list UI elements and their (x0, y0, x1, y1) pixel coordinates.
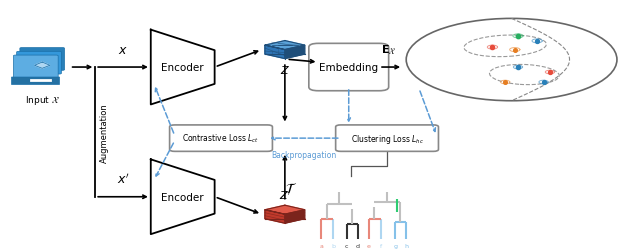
Polygon shape (151, 30, 214, 105)
Polygon shape (265, 46, 285, 59)
FancyBboxPatch shape (12, 78, 60, 85)
Text: Embedding: Embedding (319, 63, 378, 73)
Point (532, 40, 542, 44)
Polygon shape (265, 206, 305, 214)
Text: c: c (345, 243, 349, 248)
FancyBboxPatch shape (20, 48, 65, 71)
Text: f: f (380, 243, 381, 248)
Text: $\mathcal{T}$: $\mathcal{T}$ (285, 181, 298, 195)
Polygon shape (265, 42, 305, 50)
Point (509, 48, 520, 52)
Point (500, 81, 510, 85)
Text: Encoder: Encoder (161, 63, 204, 73)
Polygon shape (151, 160, 214, 234)
Text: Augmentation: Augmentation (100, 102, 109, 162)
Text: b: b (332, 243, 335, 248)
Point (538, 81, 548, 85)
Text: $Z'$: $Z'$ (278, 188, 291, 201)
FancyBboxPatch shape (170, 126, 273, 152)
Text: d: d (356, 243, 360, 248)
Point (513, 35, 523, 39)
Text: Clustering Loss $L_{hc}$: Clustering Loss $L_{hc}$ (351, 132, 424, 145)
Polygon shape (265, 210, 285, 223)
FancyBboxPatch shape (13, 56, 58, 78)
Text: $Z$: $Z$ (280, 64, 290, 76)
Text: a: a (319, 243, 323, 248)
Text: Input $\mathcal{X}$: Input $\mathcal{X}$ (25, 93, 60, 106)
Text: Backpropagation: Backpropagation (271, 150, 337, 159)
Text: $\mathbf{E}_{\mathcal{X}}$: $\mathbf{E}_{\mathcal{X}}$ (381, 44, 397, 57)
Point (487, 46, 497, 50)
Text: e: e (367, 243, 371, 248)
Text: $x'$: $x'$ (116, 171, 129, 186)
Text: Contrastive Loss $L_{ct}$: Contrastive Loss $L_{ct}$ (182, 132, 260, 145)
FancyBboxPatch shape (309, 44, 388, 92)
Text: g: g (394, 243, 397, 248)
Point (545, 71, 555, 75)
FancyBboxPatch shape (335, 126, 438, 152)
Point (513, 66, 523, 70)
Polygon shape (285, 46, 305, 59)
Polygon shape (35, 63, 50, 69)
Text: Encoder: Encoder (161, 192, 204, 202)
Text: h: h (404, 243, 408, 248)
Text: $x$: $x$ (118, 44, 128, 56)
Polygon shape (285, 210, 305, 223)
FancyBboxPatch shape (17, 52, 61, 75)
